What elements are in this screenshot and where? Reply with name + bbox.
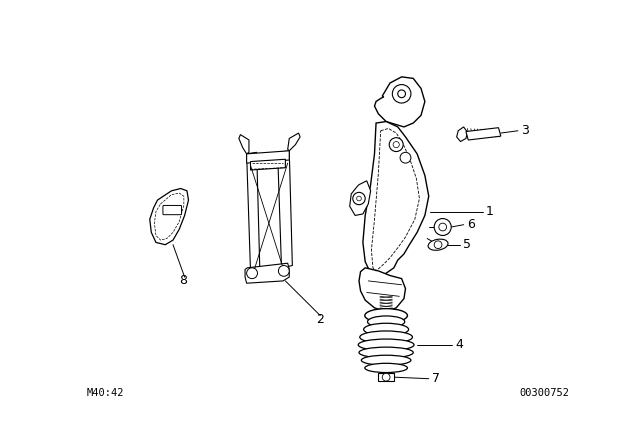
Text: 1: 1 — [486, 205, 494, 218]
Polygon shape — [239, 134, 249, 154]
Polygon shape — [374, 77, 425, 127]
Ellipse shape — [365, 309, 408, 323]
Text: 5: 5 — [463, 238, 471, 251]
Polygon shape — [150, 189, 189, 245]
Ellipse shape — [358, 339, 414, 351]
Polygon shape — [278, 151, 292, 268]
Ellipse shape — [362, 355, 411, 365]
Circle shape — [382, 373, 390, 381]
Polygon shape — [288, 133, 300, 151]
Text: 6: 6 — [467, 218, 475, 231]
Polygon shape — [363, 121, 429, 277]
Polygon shape — [378, 373, 394, 381]
Ellipse shape — [365, 363, 408, 373]
Text: 7: 7 — [432, 372, 440, 385]
Circle shape — [353, 192, 365, 205]
Polygon shape — [246, 151, 289, 163]
Polygon shape — [359, 268, 406, 312]
Circle shape — [392, 85, 411, 103]
Polygon shape — [466, 128, 501, 140]
Circle shape — [246, 268, 257, 279]
Polygon shape — [457, 127, 467, 142]
Polygon shape — [245, 263, 289, 283]
Ellipse shape — [359, 347, 413, 358]
Text: 2: 2 — [316, 313, 324, 326]
Text: 4: 4 — [455, 338, 463, 351]
Polygon shape — [349, 181, 371, 215]
Text: 00300752: 00300752 — [520, 388, 570, 397]
Circle shape — [356, 196, 362, 201]
Ellipse shape — [364, 323, 408, 336]
Text: 8: 8 — [179, 275, 187, 288]
Circle shape — [434, 241, 442, 249]
Circle shape — [439, 223, 447, 231]
Circle shape — [434, 219, 451, 236]
Polygon shape — [246, 152, 260, 271]
Ellipse shape — [428, 239, 448, 250]
Ellipse shape — [367, 316, 404, 327]
Polygon shape — [250, 159, 285, 170]
Circle shape — [397, 90, 406, 98]
Circle shape — [389, 138, 403, 151]
Text: 3: 3 — [521, 124, 529, 137]
FancyBboxPatch shape — [163, 206, 182, 215]
Circle shape — [393, 142, 399, 148]
Text: M40:42: M40:42 — [86, 388, 124, 397]
Circle shape — [278, 266, 289, 276]
Circle shape — [400, 152, 411, 163]
Ellipse shape — [360, 331, 412, 343]
